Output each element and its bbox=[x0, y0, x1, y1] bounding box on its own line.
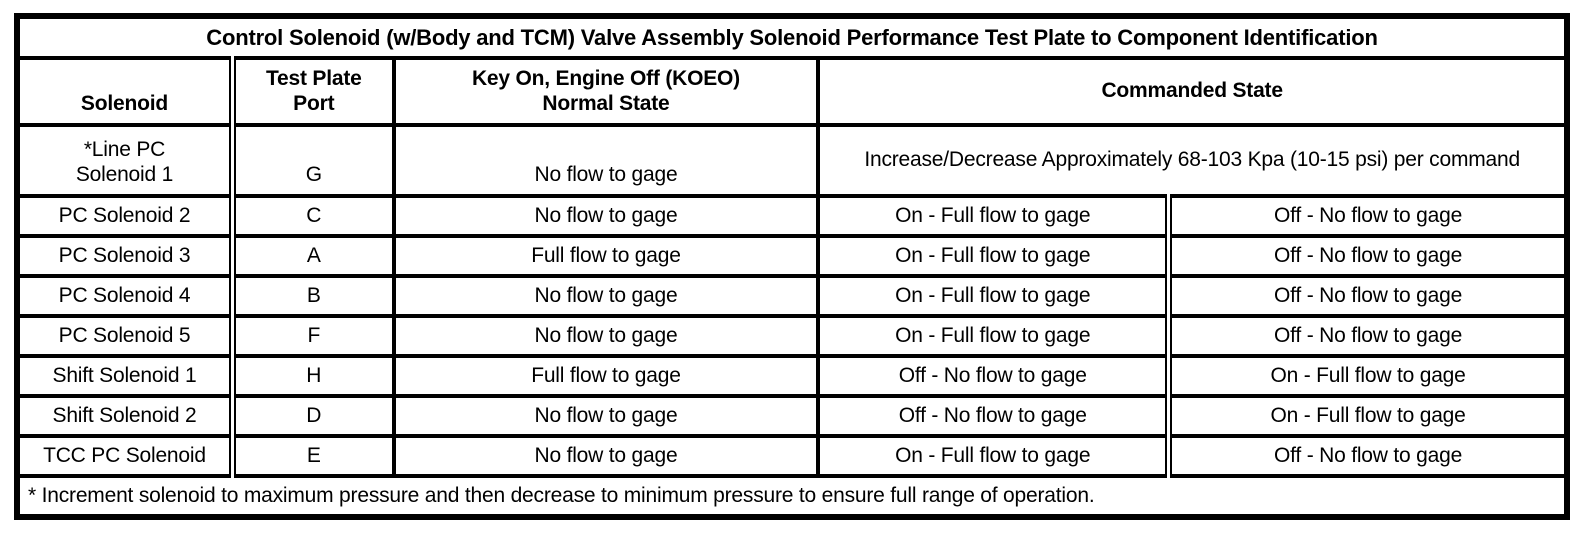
cell-commanded-left: On - Full flow to gage bbox=[816, 434, 1169, 476]
cell-koeo: No flow to gage bbox=[391, 394, 819, 436]
cell-solenoid: PC Solenoid 2 bbox=[17, 194, 233, 236]
solenoid-test-table: Control Solenoid (w/Body and TCM) Valve … bbox=[14, 13, 1570, 520]
cell-commanded-left: Off - No flow to gage bbox=[816, 394, 1169, 436]
cell-solenoid: PC Solenoid 5 bbox=[17, 314, 233, 356]
table-row-pc-solenoid-5: PC Solenoid 5 F No flow to gage On - Ful… bbox=[17, 314, 1567, 356]
cell-commanded-left: Off - No flow to gage bbox=[816, 354, 1169, 396]
cell-port: C bbox=[228, 194, 394, 236]
cell-koeo: No flow to gage bbox=[391, 274, 819, 316]
cell-commanded-right: Off - No flow to gage bbox=[1165, 234, 1567, 276]
cell-commanded: Increase/Decrease Approximately 68-103 K… bbox=[816, 123, 1567, 196]
cell-commanded-right: Off - No flow to gage bbox=[1165, 194, 1567, 236]
col-header-solenoid: Solenoid bbox=[17, 56, 233, 125]
footnote-text: * Increment solenoid to maximum pressure… bbox=[17, 474, 1567, 517]
cell-port: H bbox=[228, 354, 394, 396]
cell-port: A bbox=[228, 234, 394, 276]
cell-solenoid: PC Solenoid 3 bbox=[17, 234, 233, 276]
cell-koeo: No flow to gage bbox=[391, 194, 819, 236]
table-title: Control Solenoid (w/Body and TCM) Valve … bbox=[206, 24, 1378, 50]
table-header-row: Solenoid Test Plate Port Key On, Engine … bbox=[17, 56, 1567, 125]
table-footnote-row: * Increment solenoid to maximum pressure… bbox=[17, 474, 1567, 517]
cell-commanded-left: On - Full flow to gage bbox=[816, 194, 1169, 236]
table-row-line-pc-solenoid-1: *Line PC Solenoid 1 G No flow to gage In… bbox=[17, 123, 1567, 196]
cell-solenoid: PC Solenoid 4 bbox=[17, 274, 233, 316]
cell-port: G bbox=[228, 123, 394, 196]
cell-port: F bbox=[228, 314, 394, 356]
table-row-shift-solenoid-2: Shift Solenoid 2 D No flow to gage Off -… bbox=[17, 394, 1567, 436]
cell-koeo: No flow to gage bbox=[391, 123, 819, 196]
cell-solenoid: *Line PC Solenoid 1 bbox=[17, 123, 233, 196]
cell-commanded-left: On - Full flow to gage bbox=[816, 234, 1169, 276]
table-row-tcc-pc-solenoid: TCC PC Solenoid E No flow to gage On - F… bbox=[17, 434, 1567, 476]
cell-commanded-left: On - Full flow to gage bbox=[816, 314, 1169, 356]
table-row-pc-solenoid-4: PC Solenoid 4 B No flow to gage On - Ful… bbox=[17, 274, 1567, 316]
cell-commanded-right: Off - No flow to gage bbox=[1165, 314, 1567, 356]
cell-port: D bbox=[228, 394, 394, 436]
cell-commanded-left: On - Full flow to gage bbox=[816, 274, 1169, 316]
cell-commanded-right: Off - No flow to gage bbox=[1165, 274, 1567, 316]
table-title-row: Control Solenoid (w/Body and TCM) Valve … bbox=[17, 16, 1567, 58]
table-row-shift-solenoid-1: Shift Solenoid 1 H Full flow to gage Off… bbox=[17, 354, 1567, 396]
cell-solenoid: Shift Solenoid 2 bbox=[17, 394, 233, 436]
col-header-commanded-state: Commanded State bbox=[816, 56, 1567, 125]
cell-commanded-right: On - Full flow to gage bbox=[1165, 394, 1567, 436]
cell-commanded-right: Off - No flow to gage bbox=[1165, 434, 1567, 476]
cell-koeo: No flow to gage bbox=[391, 314, 819, 356]
cell-koeo: Full flow to gage bbox=[391, 354, 819, 396]
col-header-koeo-normal-state: Key On, Engine Off (KOEO) Normal State bbox=[391, 56, 819, 125]
cell-koeo: No flow to gage bbox=[391, 434, 819, 476]
table-row-pc-solenoid-2: PC Solenoid 2 C No flow to gage On - Ful… bbox=[17, 194, 1567, 236]
cell-solenoid: TCC PC Solenoid bbox=[17, 434, 233, 476]
col-header-test-plate-port: Test Plate Port bbox=[228, 56, 394, 125]
cell-port: B bbox=[228, 274, 394, 316]
cell-koeo: Full flow to gage bbox=[391, 234, 819, 276]
cell-solenoid: Shift Solenoid 1 bbox=[17, 354, 233, 396]
cell-commanded-right: On - Full flow to gage bbox=[1165, 354, 1567, 396]
cell-port: E bbox=[228, 434, 394, 476]
table-row-pc-solenoid-3: PC Solenoid 3 A Full flow to gage On - F… bbox=[17, 234, 1567, 276]
